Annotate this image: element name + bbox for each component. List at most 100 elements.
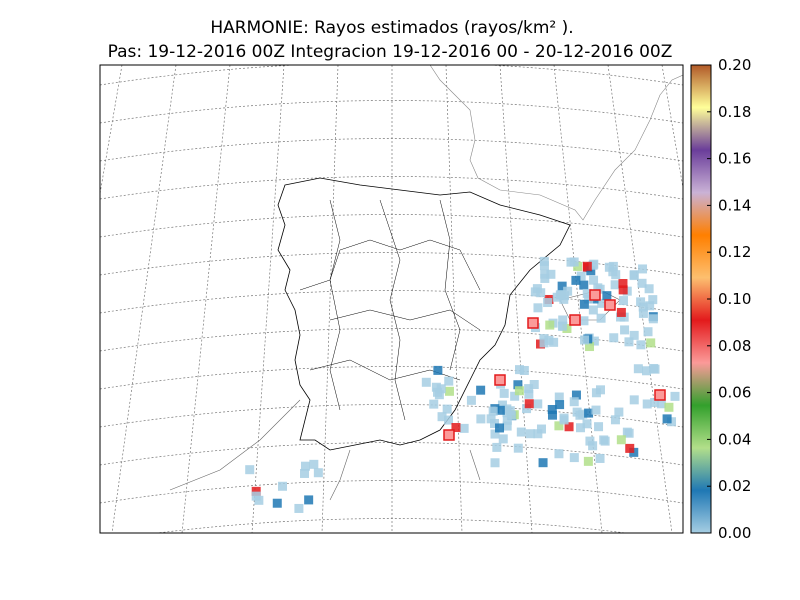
- meridian: [0, 65, 68, 533]
- lightning-cell: [614, 407, 624, 417]
- colorbar-tick-label: 0.02: [718, 477, 751, 495]
- meridian: [100, 65, 123, 196]
- lightning-cell: [536, 424, 546, 434]
- lightning-cell: [494, 374, 506, 386]
- lightning-cell: [599, 435, 609, 445]
- lightning-cell: [578, 409, 588, 419]
- iberia-coast: [277, 177, 571, 451]
- lightning-cell: [638, 302, 648, 312]
- lightning-cell: [540, 273, 550, 283]
- lightning-cell: [530, 287, 540, 297]
- lightning-cell: [513, 443, 523, 453]
- lightning-cell: [313, 468, 323, 478]
- map: [0, 0, 683, 533]
- parallel: [100, 176, 683, 200]
- lightning-cell: [476, 414, 486, 424]
- lightning-cell: [563, 286, 573, 296]
- lightning-cell: [625, 443, 635, 453]
- lightning-cell: [300, 461, 310, 471]
- lightning-cell: [459, 423, 469, 433]
- lightning-cell: [616, 307, 626, 317]
- lightning-cell: [588, 305, 598, 315]
- lightning-cell: [444, 415, 454, 425]
- lightning-cell: [444, 376, 454, 386]
- lightning-cell: [572, 407, 582, 417]
- lightning-cell: [557, 281, 567, 291]
- lightning-cell: [589, 289, 601, 301]
- parallel: [100, 100, 683, 124]
- lightning-cell: [539, 261, 549, 271]
- lightning-cell: [656, 399, 666, 409]
- lightning-cell: [609, 333, 619, 343]
- lightning-cell: [251, 486, 261, 496]
- chart-subtitle: Pas: 19-12-2016 00Z Integracion 19-12-20…: [108, 42, 673, 62]
- province-borders: [299, 199, 481, 421]
- coastlines: [169, 289, 621, 501]
- lightning-cell: [584, 294, 594, 304]
- lightning-cell: [502, 421, 512, 431]
- lightning-cell: [558, 315, 568, 325]
- lightning-cell: [589, 336, 599, 346]
- lightning-cell: [431, 382, 441, 392]
- lightning-cell: [618, 285, 628, 295]
- lightning-cell: [525, 429, 535, 439]
- lightning-cell: [580, 335, 590, 345]
- lightning-cell: [499, 388, 509, 398]
- meridian: [251, 65, 285, 533]
- lightning-cell: [597, 298, 607, 308]
- lightning-cell: [636, 297, 646, 307]
- lightning-cell: [510, 391, 520, 401]
- lightning-cell: [585, 436, 595, 446]
- lightning-cell: [514, 365, 524, 375]
- meridian: [553, 65, 603, 533]
- lightning-cell: [593, 283, 603, 293]
- lightning-cell: [618, 296, 628, 306]
- lightning-cell: [569, 453, 579, 463]
- lightning-cell: [562, 323, 572, 333]
- lightning-cell: [583, 456, 593, 466]
- lightning-cell: [638, 264, 648, 274]
- colorbar-tick-label: 0.12: [718, 243, 751, 261]
- lightning-cell: [245, 465, 255, 475]
- lightning-cell: [624, 337, 634, 347]
- lightning-cell: [569, 257, 579, 267]
- lightning-cell: [533, 429, 543, 439]
- meridian: [499, 65, 533, 533]
- lightning-cell: [569, 314, 581, 326]
- lightning-cell: [636, 340, 646, 350]
- parallel: [100, 65, 683, 86]
- lightning-cell: [536, 288, 546, 298]
- lightning-cell: [522, 404, 532, 414]
- lightning-cell: [654, 389, 666, 401]
- lightning-cell: [524, 389, 534, 399]
- lightning-cell: [588, 441, 598, 451]
- colorbar-tick-label: 0.20: [718, 56, 751, 74]
- lightning-cell: [604, 299, 616, 311]
- chart-title: HARMONIE: Rayos estimados (rayos/km² ).: [210, 18, 573, 38]
- lightning-cell: [662, 414, 672, 424]
- lightning-cell: [429, 399, 439, 409]
- lightning-cell: [436, 384, 446, 394]
- lightning-cell: [529, 380, 539, 390]
- lightning-cell: [433, 365, 443, 375]
- lightning-cell: [579, 280, 589, 290]
- lightning-cell: [595, 453, 605, 463]
- lightning-cell: [495, 423, 505, 433]
- lightning-cell: [645, 301, 655, 311]
- lightning-cell: [545, 320, 555, 330]
- colorbar-tick-label: 0.08: [718, 337, 751, 355]
- lightning-cell: [616, 312, 626, 322]
- lightning-cell: [588, 260, 598, 270]
- lightning-cell: [556, 290, 566, 300]
- lightning-cell: [589, 275, 599, 285]
- lightning-cell: [670, 391, 680, 401]
- lightning-cells: [245, 256, 680, 513]
- lightning-cell: [309, 459, 319, 469]
- lightning-cell: [648, 314, 658, 324]
- parallel: [100, 0, 683, 9]
- lightning-cell: [254, 495, 264, 505]
- lightning-cell: [616, 435, 626, 445]
- lightning-cell: [638, 308, 648, 318]
- lightning-cell: [618, 279, 628, 289]
- lightning-cell: [294, 503, 304, 513]
